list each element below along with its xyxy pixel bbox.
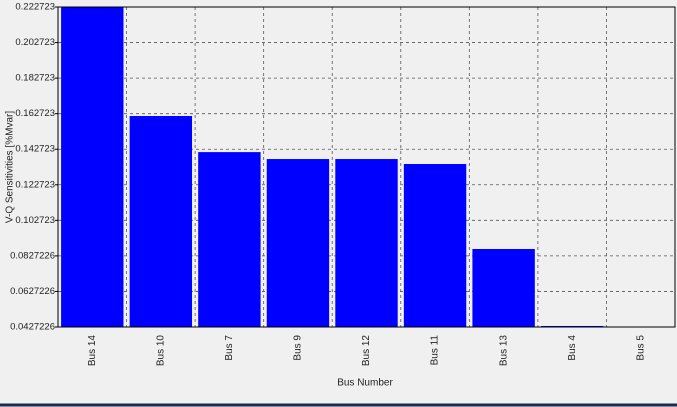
- x-tick-label: Bus 7: [224, 335, 235, 361]
- bar: [403, 164, 467, 327]
- y-tick-label: 0.122723: [15, 179, 55, 190]
- x-tick-label: Bus 14: [87, 335, 98, 367]
- bar: [540, 325, 604, 327]
- y-tick-label: 0.202723: [15, 37, 55, 48]
- y-tick-label: 0.182723: [15, 73, 55, 84]
- y-tick-label: 0.162723: [15, 108, 55, 119]
- y-tick-label: 0.0627226: [10, 286, 55, 297]
- x-tick-label: Bus 9: [293, 335, 304, 361]
- x-tick-label: Bus 11: [430, 335, 441, 366]
- bar: [266, 159, 330, 327]
- y-tick-label: 0.0827226: [10, 250, 55, 261]
- plot-border: [57, 6, 676, 328]
- y-tick-label: 0.222723: [15, 2, 55, 13]
- x-axis-title: Bus Number: [337, 378, 393, 389]
- bar: [129, 116, 193, 327]
- x-tick-label: Bus 12: [361, 335, 372, 367]
- bar: [335, 159, 398, 327]
- y-tick-label: 0.102723: [15, 215, 55, 226]
- bar: [472, 248, 535, 327]
- bar: [198, 152, 261, 327]
- x-tick-label: Bus 10: [155, 335, 166, 367]
- x-tick-label: Bus 5: [635, 335, 646, 361]
- y-tick-label: 0.142723: [15, 144, 55, 155]
- y-tick-label: 0.0427226: [10, 322, 55, 333]
- bar: [61, 7, 124, 327]
- x-tick-label: Bus 13: [498, 335, 509, 367]
- y-axis-title: V-Q Sensitivities [%Mvar]: [5, 111, 16, 223]
- x-tick-label: Bus 4: [567, 335, 578, 361]
